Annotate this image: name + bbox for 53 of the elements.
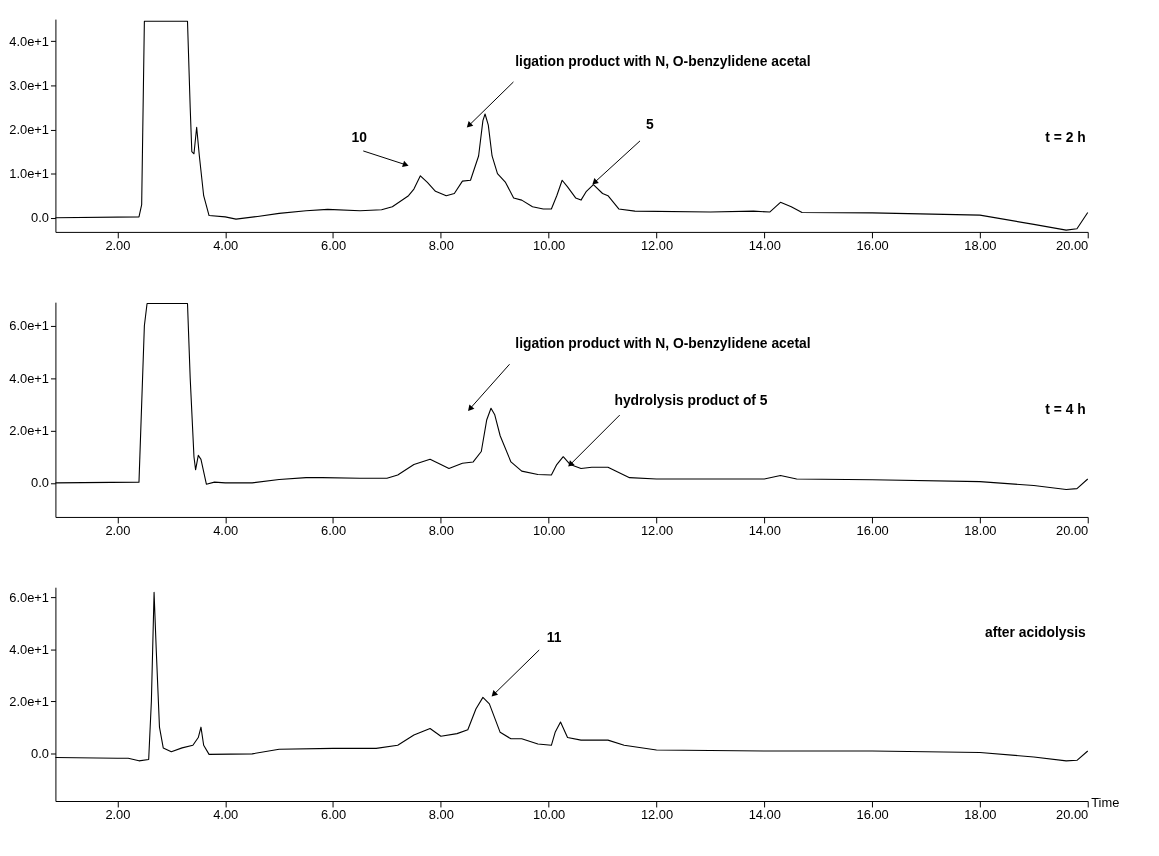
y-tick-label: 4.0e+1 bbox=[9, 641, 49, 657]
x-tick-label: 6.00 bbox=[321, 523, 347, 539]
y-tick-label: 2.0e+1 bbox=[9, 121, 49, 137]
x-tick-label: 10.00 bbox=[533, 523, 566, 539]
annotation: t = 4 h bbox=[1045, 401, 1086, 418]
x-tick-label: 2.00 bbox=[105, 523, 131, 539]
x-tick-label: 18.00 bbox=[964, 807, 997, 823]
x-tick-label: 14.00 bbox=[748, 238, 781, 254]
y-tick-label: 6.0e+1 bbox=[9, 318, 49, 334]
y-tick-label: 0.0 bbox=[31, 210, 49, 226]
x-tick-label: 12.00 bbox=[640, 238, 674, 254]
annotation: ligation product with N, O-benzylidene acetal bbox=[515, 335, 811, 352]
x-tick-label: 20.00 bbox=[1056, 807, 1089, 823]
annotation: ligation product with N, O-benzylidene acetal bbox=[515, 53, 811, 70]
x-tick-label: 4.00 bbox=[213, 238, 239, 254]
annotation: after acidolysis bbox=[984, 623, 1087, 640]
annotation: hydrolysis product of 5 bbox=[614, 392, 768, 409]
y-tick-label: 3.0e+1 bbox=[9, 77, 49, 93]
x-tick-label: 16.00 bbox=[856, 807, 889, 823]
y-tick-label: 0.0 bbox=[31, 745, 49, 761]
y-tick-label: 4.0e+1 bbox=[9, 370, 49, 386]
x-axis-title: Time bbox=[1091, 795, 1120, 811]
x-tick-label: 8.00 bbox=[428, 807, 454, 823]
x-tick-label: 16.00 bbox=[856, 238, 889, 254]
x-tick-label: 8.00 bbox=[428, 523, 454, 539]
x-tick-label: 14.00 bbox=[748, 807, 781, 823]
x-tick-label: 18.00 bbox=[964, 238, 997, 254]
x-tick-label: 16.00 bbox=[856, 523, 889, 539]
y-tick-label: 6.0e+1 bbox=[9, 590, 49, 606]
x-tick-label: 6.00 bbox=[321, 238, 347, 254]
x-tick-label: 12.00 bbox=[640, 523, 674, 539]
x-tick-label: 6.00 bbox=[321, 807, 347, 823]
y-tick-label: 0.0 bbox=[31, 475, 49, 491]
x-tick-label: 20.00 bbox=[1056, 238, 1089, 254]
x-tick-label: 14.00 bbox=[748, 523, 781, 539]
annotation: 5 bbox=[646, 116, 655, 133]
annotation: t = 2 h bbox=[1045, 128, 1086, 145]
annotation: 10 bbox=[351, 129, 368, 146]
x-tick-label: 4.00 bbox=[213, 523, 239, 539]
x-tick-label: 20.00 bbox=[1056, 523, 1089, 539]
x-tick-label: 8.00 bbox=[428, 238, 454, 254]
x-tick-label: 10.00 bbox=[533, 807, 566, 823]
y-tick-label: 2.0e+1 bbox=[9, 693, 49, 709]
y-tick-label: 4.0e+1 bbox=[9, 33, 49, 49]
x-tick-label: 10.00 bbox=[533, 238, 566, 254]
x-tick-label: 2.00 bbox=[105, 238, 131, 254]
annotation: 11 bbox=[546, 629, 562, 646]
y-tick-label: 1.0e+1 bbox=[9, 166, 49, 182]
y-tick-label: 2.0e+1 bbox=[9, 422, 49, 438]
x-tick-label: 12.00 bbox=[640, 807, 674, 823]
x-tick-label: 4.00 bbox=[213, 807, 239, 823]
x-tick-label: 2.00 bbox=[105, 807, 131, 823]
x-tick-label: 18.00 bbox=[964, 523, 997, 539]
